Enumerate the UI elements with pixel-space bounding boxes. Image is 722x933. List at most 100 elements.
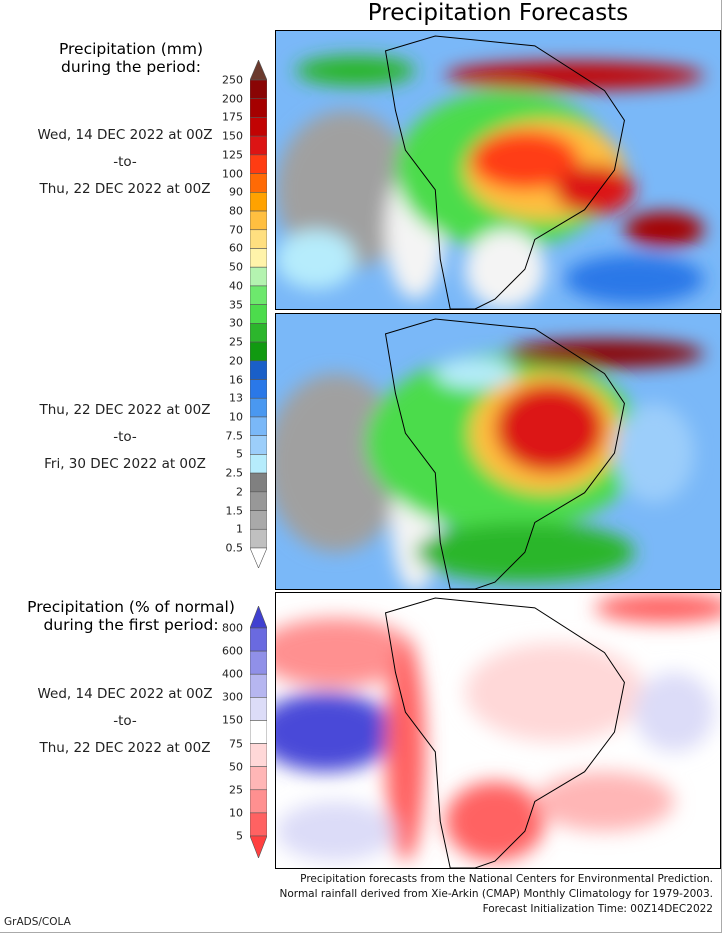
colorbar-bin xyxy=(250,192,267,212)
colorbar-bin xyxy=(250,210,267,231)
colorbar-tick-label: 2.5 xyxy=(225,466,244,480)
footer-line: Forecast Initialization Time: 00Z14DEC20… xyxy=(482,903,713,915)
colorbar-bin xyxy=(250,528,267,549)
period-start: Wed, 14 DEC 2022 at 00Z xyxy=(37,127,213,143)
colorbar-tick-label: 600 xyxy=(222,644,243,658)
precip-header: Precipitation (mm) during the period: xyxy=(0,40,262,76)
period-start: Thu, 22 DEC 2022 at 00Z xyxy=(39,402,211,418)
period1-label: Wed, 14 DEC 2022 at 00Z -to- Thu, 22 DEC… xyxy=(0,122,250,203)
credit-label: GrADS/COLA xyxy=(4,916,71,928)
colorbar-tick-label: 200 xyxy=(222,92,243,106)
colorbar-tick-label: 70 xyxy=(229,223,243,237)
precip-header-line: Precipitation (mm) xyxy=(58,40,204,58)
colorbar-over-triangle xyxy=(250,60,267,81)
colorbar-bin xyxy=(250,673,267,698)
colorbar-bin xyxy=(250,650,267,675)
colorbar-under-triangle xyxy=(250,547,267,568)
colorbar-tick-label: 175 xyxy=(222,110,243,124)
colorbar-tick-label: 1 xyxy=(236,522,243,536)
colorbar-bin xyxy=(250,766,267,791)
colorbar-tick-label: 25 xyxy=(229,335,243,349)
period-start: Wed, 14 DEC 2022 at 00Z xyxy=(37,686,213,702)
period-end: Thu, 22 DEC 2022 at 00Z xyxy=(39,740,211,756)
colorbar-bin xyxy=(250,510,267,530)
colorbar-bin xyxy=(250,360,267,380)
colorbar-tick-label: 7.5 xyxy=(225,429,244,443)
colorbar-bin xyxy=(250,304,267,324)
period-to: -to- xyxy=(113,154,137,170)
colorbar-bin xyxy=(250,720,267,744)
period-to: -to- xyxy=(113,713,137,729)
period-end: Fri, 30 DEC 2022 at 00Z xyxy=(44,456,206,472)
colorbar-bin xyxy=(250,266,267,287)
colorbar-bin xyxy=(250,285,267,305)
colorbar-over-triangle xyxy=(250,606,267,629)
precip-header-line: during the period: xyxy=(61,58,201,76)
colorbar-tick-label: 30 xyxy=(229,316,243,330)
footer-line: Precipitation forecasts from the Nationa… xyxy=(300,873,713,885)
colorbar-bin xyxy=(250,416,267,436)
colorbar-bin xyxy=(250,323,267,343)
colorbar-tick-label: 150 xyxy=(222,713,243,727)
colorbar-tick-label: 13 xyxy=(229,391,243,405)
colorbar-tick-label: 40 xyxy=(229,279,243,293)
period-end: Thu, 22 DEC 2022 at 00Z xyxy=(39,181,211,197)
colorbar-tick-label: 300 xyxy=(222,690,243,704)
percent-header-line: Precipitation (% of normal) xyxy=(27,598,235,616)
colorbar-tick-label: 2 xyxy=(236,485,243,499)
colorbar-bin xyxy=(250,627,267,652)
colorbar-bin xyxy=(250,135,267,156)
colorbar-bin xyxy=(250,812,267,837)
colorbar-tick-label: 400 xyxy=(222,667,243,681)
colorbar-tick-label: 1.5 xyxy=(225,504,244,518)
precip-map-period2 xyxy=(275,313,721,590)
percent-colorbar xyxy=(250,606,267,858)
colorbar-tick-label: 75 xyxy=(229,737,243,751)
colorbar-bin xyxy=(250,379,267,399)
colorbar-tick-label: 16 xyxy=(229,373,243,387)
figure-title: Precipitation Forecasts xyxy=(367,0,629,26)
percent-header-line: during the first period: xyxy=(43,616,219,634)
colorbar-bin xyxy=(250,98,267,118)
colorbar-bin xyxy=(250,117,267,137)
colorbar-tick-label: 35 xyxy=(229,298,243,312)
colorbar-bin xyxy=(250,435,267,455)
precip-map-period1 xyxy=(275,30,721,310)
colorbar-tick-label: 50 xyxy=(229,760,243,774)
colorbar-bin xyxy=(250,341,267,362)
period3-label: Wed, 14 DEC 2022 at 00Z -to- Thu, 22 DEC… xyxy=(0,681,250,762)
colorbar-tick-label: 50 xyxy=(229,260,243,274)
colorbar-tick-label: 80 xyxy=(229,204,243,218)
colorbar-bin xyxy=(250,454,267,474)
percent-of-normal-map xyxy=(275,592,721,869)
colorbar-bin xyxy=(250,154,267,174)
colorbar-tick-label: 25 xyxy=(229,783,243,797)
colorbar-tick-label: 800 xyxy=(222,621,243,635)
precip-colorbar xyxy=(250,60,267,568)
colorbar-tick-label: 5 xyxy=(236,829,243,843)
colorbar-bin xyxy=(250,248,267,268)
percent-header: Precipitation (% of normal) during the f… xyxy=(0,598,262,634)
colorbar-tick-label: 250 xyxy=(222,73,243,87)
colorbar-bin xyxy=(250,491,267,511)
colorbar-bin xyxy=(250,173,267,193)
period2-label: Thu, 22 DEC 2022 at 00Z -to- Fri, 30 DEC… xyxy=(0,397,250,478)
colorbar-tick-label: 5 xyxy=(236,447,243,461)
colorbar-bin xyxy=(250,472,267,493)
colorbar-bin xyxy=(250,79,267,100)
colorbar-bin xyxy=(250,789,267,814)
colorbar-tick-label: 90 xyxy=(229,185,243,199)
colorbar-tick-label: 0.5 xyxy=(225,541,244,555)
colorbar-tick-label: 20 xyxy=(229,354,243,368)
colorbar-under-triangle xyxy=(250,835,267,858)
footer-notes: Precipitation forecasts from the Nationa… xyxy=(280,872,713,917)
colorbar-tick-label: 150 xyxy=(222,129,243,143)
colorbar-bin xyxy=(250,397,267,418)
colorbar-bin xyxy=(250,697,267,721)
colorbar-bin xyxy=(250,229,267,249)
colorbar-tick-label: 10 xyxy=(229,410,243,424)
colorbar-tick-label: 10 xyxy=(229,806,243,820)
footer-line: Normal rainfall derived from Xie-Arkin (… xyxy=(279,888,713,900)
colorbar-tick-label: 60 xyxy=(229,241,243,255)
